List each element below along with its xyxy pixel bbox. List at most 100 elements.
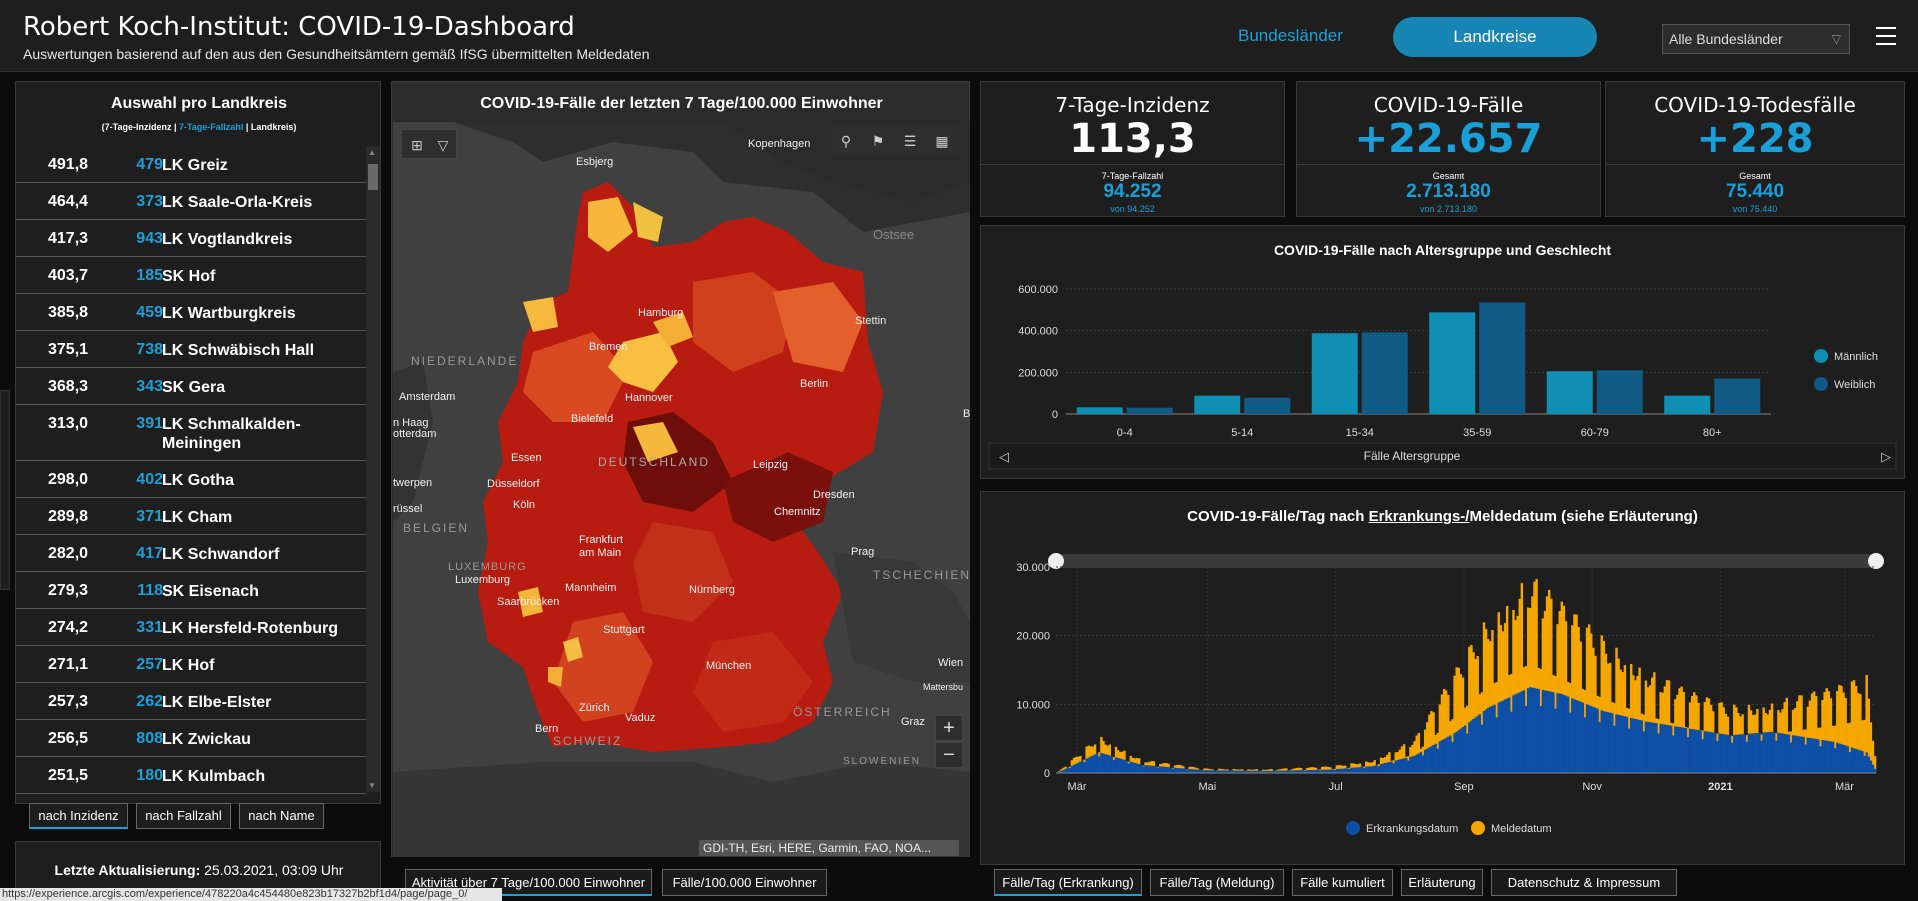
daily-bar-erkrankung [1394,760,1397,773]
zoom-out-button[interactable]: − [935,742,963,768]
date-range-handle-end[interactable] [1868,553,1884,569]
y-tick-label: 30.000 [1016,562,1050,574]
date-range-handle-start[interactable] [1048,553,1064,569]
scrollbar-thumb[interactable] [368,164,378,190]
list-item[interactable]: 257,3 262 LK Elbe-Elster [16,683,366,720]
age-bar-weiblich[interactable] [1244,397,1291,414]
list-item[interactable]: 279,3 118 SK Eisenach [16,572,366,609]
list-item[interactable]: 274,2 331 LK Hersfeld-Rotenburg [16,609,366,646]
daily-bar-erkrankung [1140,764,1143,773]
zoom-in-button[interactable]: + [935,715,963,741]
search-icon[interactable]: ⚲ [840,133,852,149]
basemap-gallery-icon[interactable]: ▦ [935,133,949,149]
list-item[interactable]: 368,3 343 SK Gera [16,368,366,405]
sort-by-fallzahl-tab[interactable]: nach Fallzahl [136,803,231,829]
daily-bar-erkrankung [1762,732,1765,773]
scroll-right-icon[interactable]: ▷ [1881,449,1891,464]
age-bar-maennlich[interactable] [1664,395,1711,414]
daily-bar-erkrankung [1850,747,1854,773]
list-item[interactable]: 464,4 373 LK Saale-Orla-Kreis [16,183,366,220]
nav-landkreise-button[interactable]: Landkreise [1393,17,1597,57]
daily-bar-erkrankung [1548,691,1551,773]
daily-bar-meldung [1417,732,1421,773]
age-bar-maennlich[interactable] [1076,407,1123,414]
daily-bar-erkrankung [1304,770,1307,773]
daily-bar-erkrankung [1407,760,1410,773]
daily-bar-meldung [1861,720,1864,773]
daily-bar-erkrankung [1730,742,1734,773]
scroll-left-icon[interactable]: ◁ [999,449,1009,464]
daily-bar-meldung [1499,625,1503,773]
daily-bar-meldung [1840,685,1843,773]
daily-bar-erkrankung [1480,724,1484,773]
daily-bar-erkrankung [1203,770,1206,773]
hamburger-menu-icon[interactable] [1876,27,1896,45]
list-item[interactable]: 251,5 180 LK Kulmbach [16,757,366,794]
map-tab-aktivitaet[interactable]: Aktivität über 7 Tage/100.000 Einwohner [405,869,652,896]
daily-bar-meldung [1432,712,1435,773]
scroll-down-icon[interactable]: ▼ [368,781,376,790]
list-item[interactable]: 417,3 943 LK Vogtlandkreis [16,220,366,257]
list-item[interactable]: 313,0 391 LK Schmalkalden-Meiningen [16,405,366,461]
date-range-slider-track[interactable] [1056,554,1876,568]
age-bar-weiblich[interactable] [1361,332,1408,414]
kpi-inzidenz-value: 113,3 [1069,116,1196,162]
age-bar-maennlich[interactable] [1311,333,1358,414]
sort-by-inzidenz-tab[interactable]: nach Inzidenz [29,803,128,829]
age-bar-weiblich[interactable] [1126,407,1173,414]
list-scrollbar[interactable]: ▲ ▼ [366,146,380,792]
daily-bar-erkrankung [1068,768,1072,773]
daily-bar-erkrankung [1388,762,1391,773]
list-item[interactable]: 256,5 808 LK Zwickau [16,720,366,757]
list-item[interactable]: 289,8 371 LK Cham [16,498,366,535]
list-item[interactable]: 282,0 417 LK Schwandorf [16,535,366,572]
list-item[interactable]: 385,8 459 LK Wartburgkreis [16,294,366,331]
list-item-inzidenz: 491,8 [48,156,89,173]
daily-bar-erkrankung [1728,735,1732,773]
daily-bar-meldung [1472,652,1475,773]
list-item[interactable]: 491,8 479 LK Greiz [16,146,366,183]
select-tool-icon[interactable]: ⊞ [411,137,423,153]
chart-tab-erlaeuterung[interactable]: Erläuterung [1401,869,1483,896]
daily-bar-erkrankung [1518,692,1521,773]
daily-bar-erkrankung [1484,709,1488,773]
age-bar-weiblich[interactable] [1596,370,1643,414]
bundesland-filter-select[interactable]: Alle Bundesländer ▽ [1662,24,1850,54]
list-item[interactable]: 403,7 185 SK Hof [16,257,366,294]
legend-list-icon[interactable]: ☰ [903,133,917,149]
bookmark-icon[interactable]: ⚑ [871,133,885,149]
map-label-graz: Graz [901,716,925,728]
nav-bundeslaender-link[interactable]: Bundesländer [1238,26,1343,45]
chart-tab-meldung[interactable]: Fälle/Tag (Meldung) [1150,869,1284,896]
filter-dropdown-icon[interactable]: ▽ [437,137,449,153]
kpi-divider [1606,164,1904,165]
last-update-text: Letzte Aktualisierung: 25.03.2021, 03:09… [16,862,382,878]
chart-tab-datenschutz[interactable]: Datenschutz & Impressum [1491,869,1677,896]
daily-bar-meldung [1871,740,1875,773]
daily-bar-meldung [1821,699,1824,773]
chart-tab-kumuliert[interactable]: Fälle kumuliert [1292,869,1393,896]
daily-bar-erkrankung [1297,770,1301,773]
list-item[interactable]: 375,1 738 LK Schwäbisch Hall [16,331,366,368]
list-item[interactable]: 271,1 257 LK Hof [16,646,366,683]
daily-bar-erkrankung [1720,733,1723,773]
daily-title-underlined-link[interactable]: Erkrankungs-/ [1368,508,1470,525]
age-bar-maennlich[interactable] [1429,312,1476,414]
kpi-inzidenz-sub-small: von 94.252 [1110,204,1155,214]
side-collapse-handle[interactable] [0,390,10,590]
chart-tab-erkrankung[interactable]: Fälle/Tag (Erkrankung) [994,869,1142,896]
daily-bar-erkrankung [1356,767,1360,773]
scroll-up-icon[interactable]: ▲ [368,148,376,157]
age-bar-maennlich[interactable] [1546,371,1593,414]
map-label-deutschland: DEUTSCHLAND [598,455,711,469]
map-panel: COVID-19-Fälle der letzten 7 Tage/100.00… [391,81,970,857]
daily-bar-erkrankung [1182,768,1185,773]
incidence-map[interactable]: ⊞ ▽ ⚲ ⚑ ☰ ▦ Esbjerg Kopenhagen Ostsee Ha… [393,122,970,857]
age-bar-weiblich[interactable] [1714,378,1761,414]
daily-bar-meldung [1823,692,1826,773]
sort-by-name-tab[interactable]: nach Name [239,803,324,829]
age-bar-weiblich[interactable] [1479,302,1526,414]
map-tab-faelle-pro-100k[interactable]: Fälle/100.000 Einwohner [662,869,827,896]
list-item[interactable]: 298,0 402 LK Gotha [16,461,366,498]
age-bar-maennlich[interactable] [1194,395,1241,414]
